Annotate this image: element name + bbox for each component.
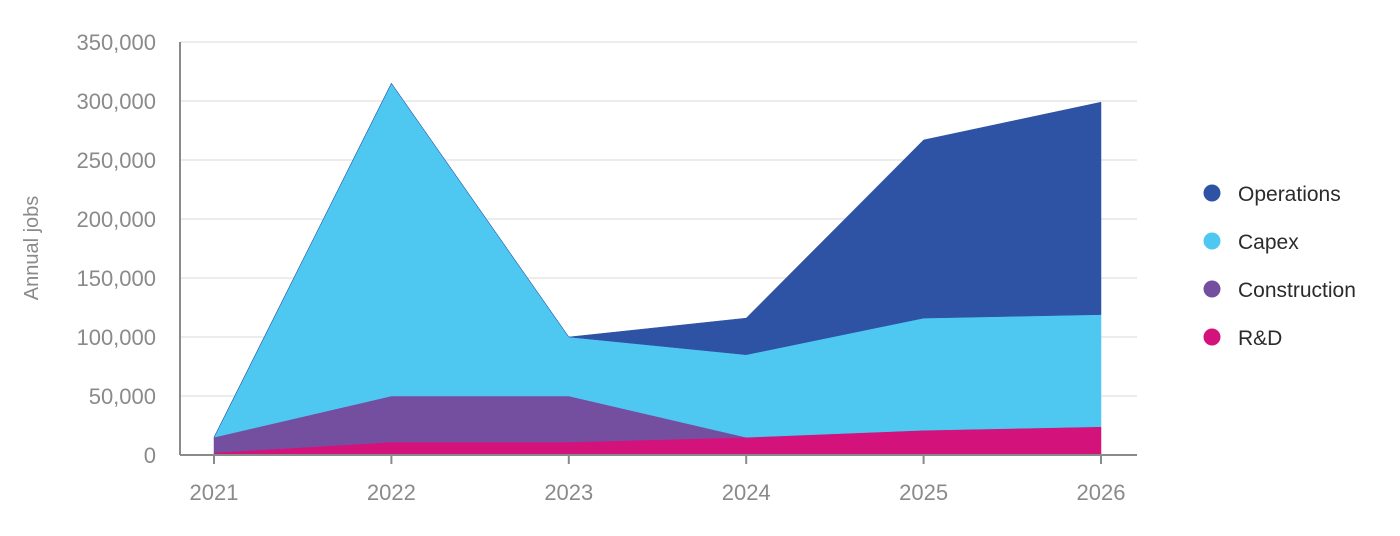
x-tick-label: 2022 <box>367 480 416 505</box>
legend-swatch-capex <box>1203 232 1221 250</box>
axes <box>179 42 1137 464</box>
legend-swatch-operations <box>1203 184 1221 202</box>
y-tick-labels: 0 50,000 100,000 150,000 200,000 250,000 300,0… <box>76 30 156 468</box>
legend-swatch-construction <box>1203 280 1221 298</box>
y-tick-label: 0 <box>144 443 156 468</box>
legend-label-r-d: R&D <box>1238 327 1282 350</box>
x-tick-label: 2025 <box>899 480 948 505</box>
area-series-layer <box>213 82 1102 456</box>
x-tick-label: 2026 <box>1077 480 1126 505</box>
legend-label-capex: Capex <box>1238 231 1299 254</box>
x-tick-labels: 2021 2022 2023 2024 2025 2026 <box>190 480 1126 505</box>
y-axis-title: Annual jobs <box>21 196 43 301</box>
x-tick-label: 2021 <box>190 480 239 505</box>
y-tick-label: 200,000 <box>76 207 156 232</box>
legend-swatch-r-d <box>1203 328 1221 346</box>
y-tick-label: 300,000 <box>76 89 156 114</box>
legend: Operations Capex Construction R&D <box>1203 183 1356 350</box>
y-tick-label: 50,000 <box>89 384 156 409</box>
y-tick-label: 250,000 <box>76 148 156 173</box>
x-tick-label: 2024 <box>722 480 771 505</box>
area-operations <box>213 82 1102 438</box>
x-tick-label: 2023 <box>544 480 593 505</box>
legend-label-operations: Operations <box>1238 183 1341 206</box>
y-tick-label: 100,000 <box>76 325 156 350</box>
y-tick-label: 350,000 <box>76 30 156 55</box>
legend-label-construction: Construction <box>1238 279 1356 302</box>
y-tick-label: 150,000 <box>76 266 156 291</box>
